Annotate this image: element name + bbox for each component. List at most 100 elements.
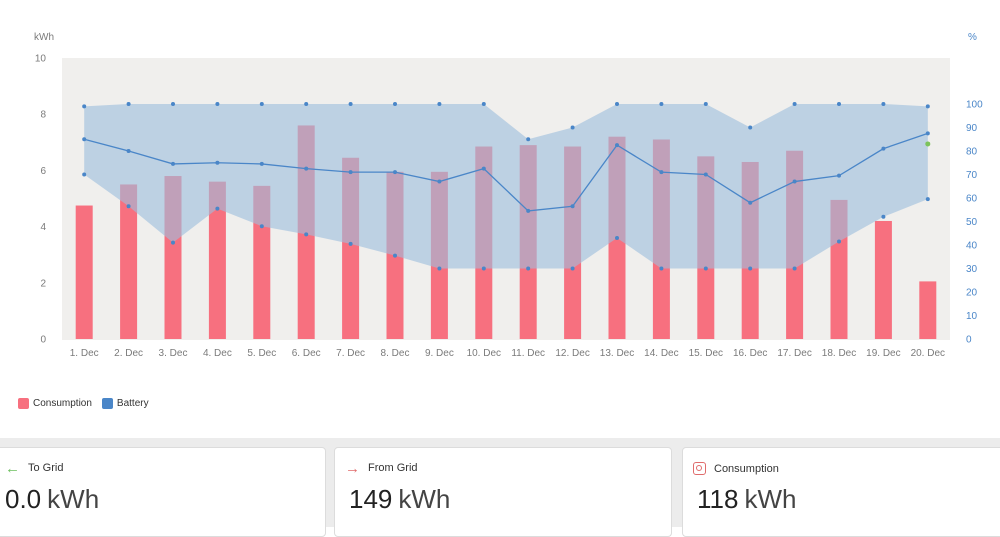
battery-max-point[interactable] bbox=[171, 102, 175, 106]
legend-item-battery[interactable]: Battery bbox=[101, 398, 149, 409]
consumption-bar[interactable] bbox=[120, 184, 138, 339]
battery-min-point[interactable] bbox=[304, 232, 309, 237]
battery-avg-point[interactable] bbox=[748, 200, 753, 205]
consumption-value: 118 bbox=[697, 484, 739, 514]
battery-min-point[interactable] bbox=[348, 241, 353, 246]
legend-label-battery: Battery bbox=[116, 398, 149, 409]
battery-min-point[interactable] bbox=[126, 204, 131, 209]
consumption-swatch bbox=[18, 398, 29, 409]
battery-max-point[interactable] bbox=[659, 102, 664, 106]
battery-max-point[interactable] bbox=[481, 102, 486, 106]
battery-avg-point[interactable] bbox=[703, 172, 708, 177]
battery-max-point[interactable] bbox=[837, 102, 841, 106]
battery-min-point[interactable] bbox=[792, 266, 797, 271]
energy-chart: kWh % 0 2 4 6 8 10 0 10 20 30 40 50 60 70 80 90 100 1. … bbox=[34, 32, 983, 359]
battery-avg-point[interactable] bbox=[82, 137, 87, 142]
battery-max-point[interactable] bbox=[82, 104, 87, 109]
battery-max-point[interactable] bbox=[259, 102, 264, 106]
battery-max-point[interactable] bbox=[615, 102, 619, 106]
battery-min-point[interactable] bbox=[925, 197, 930, 202]
arrow-left-icon: ← bbox=[5, 459, 20, 477]
legend-label-consumption: Consumption bbox=[33, 398, 92, 409]
battery-avg-point[interactable] bbox=[481, 166, 486, 171]
battery-min-point[interactable] bbox=[570, 266, 575, 271]
consumption-unit: kWh bbox=[744, 484, 797, 514]
battery-max-point[interactable] bbox=[881, 102, 886, 106]
battery-avg-point[interactable] bbox=[881, 146, 886, 151]
consumption-bar[interactable] bbox=[208, 181, 226, 339]
to-grid-card: ← To Grid 0.0 kWh bbox=[0, 447, 326, 537]
x-tick-label: 5. Dec bbox=[247, 348, 276, 359]
battery-avg-point[interactable] bbox=[437, 179, 442, 184]
y2-tick-label: 10 bbox=[966, 311, 978, 322]
battery-min-point[interactable] bbox=[437, 266, 442, 271]
y-tick-label: 2 bbox=[40, 278, 46, 289]
battery-avg-point[interactable] bbox=[171, 161, 175, 166]
battery-min-point[interactable] bbox=[748, 266, 753, 271]
battery-avg-point[interactable] bbox=[526, 208, 531, 213]
x-tick-label: 12. Dec bbox=[555, 348, 589, 359]
battery-min-point[interactable] bbox=[526, 266, 531, 271]
battery-avg-point[interactable] bbox=[393, 170, 397, 175]
battery-avg-point[interactable] bbox=[259, 161, 264, 166]
battery-min-point[interactable] bbox=[171, 240, 175, 245]
battery-min-point[interactable] bbox=[215, 206, 220, 211]
battery-avg-point[interactable] bbox=[570, 204, 575, 209]
battery-avg-point[interactable] bbox=[215, 160, 220, 165]
battery-max-point[interactable] bbox=[526, 137, 531, 142]
battery-avg-point[interactable] bbox=[615, 143, 619, 148]
y2-tick-label: 30 bbox=[966, 264, 978, 275]
x-tick-label: 18. Dec bbox=[822, 348, 856, 359]
to-grid-value: 0.0 bbox=[5, 484, 42, 514]
battery-range-area bbox=[84, 104, 928, 269]
y2-tick-label: 50 bbox=[966, 217, 978, 228]
x-tick-label: 1. Dec bbox=[70, 348, 99, 359]
battery-max-point[interactable] bbox=[304, 102, 309, 106]
battery-max-point[interactable] bbox=[393, 102, 397, 106]
consumption-label: Consumption bbox=[714, 462, 779, 475]
y2-tick-label: 90 bbox=[966, 123, 978, 134]
battery-avg-point[interactable] bbox=[126, 149, 131, 153]
battery-avg-point[interactable] bbox=[304, 166, 309, 171]
battery-max-point[interactable] bbox=[348, 102, 353, 106]
battery-min-point[interactable] bbox=[259, 224, 264, 229]
battery-max-point[interactable] bbox=[126, 102, 131, 106]
battery-max-point[interactable] bbox=[792, 102, 797, 106]
battery-avg-point[interactable] bbox=[659, 170, 664, 175]
x-tick-label: 15. Dec bbox=[689, 348, 723, 359]
y2-tick-label: 20 bbox=[966, 288, 978, 299]
y-axis-title: kWh bbox=[34, 32, 54, 43]
consumption-bar[interactable] bbox=[75, 205, 93, 339]
battery-series bbox=[82, 102, 931, 271]
battery-min-point[interactable] bbox=[881, 214, 886, 219]
current-battery-point[interactable] bbox=[925, 141, 931, 147]
consumption-bar[interactable] bbox=[874, 220, 892, 339]
consumption-bar[interactable] bbox=[919, 281, 937, 339]
battery-avg-point[interactable] bbox=[792, 179, 797, 184]
battery-max-point[interactable] bbox=[215, 102, 220, 106]
battery-min-point[interactable] bbox=[393, 253, 397, 258]
battery-max-point[interactable] bbox=[570, 125, 575, 130]
legend-item-consumption[interactable]: Consumption bbox=[18, 398, 92, 409]
battery-min-point[interactable] bbox=[82, 172, 87, 177]
battery-min-point[interactable] bbox=[615, 235, 619, 240]
y-tick-label: 6 bbox=[40, 166, 46, 177]
battery-max-point[interactable] bbox=[703, 102, 708, 106]
battery-max-point[interactable] bbox=[437, 102, 442, 106]
to-grid-unit: kWh bbox=[47, 484, 100, 514]
x-tick-label: 13. Dec bbox=[600, 348, 634, 359]
battery-avg-point[interactable] bbox=[837, 173, 841, 178]
from-grid-label: From Grid bbox=[368, 462, 418, 474]
battery-min-point[interactable] bbox=[659, 266, 664, 271]
y-tick-label: 0 bbox=[40, 335, 46, 346]
x-tick-label: 7. Dec bbox=[336, 348, 365, 359]
battery-avg-point[interactable] bbox=[925, 131, 930, 136]
battery-min-point[interactable] bbox=[481, 266, 486, 271]
battery-max-point[interactable] bbox=[925, 104, 930, 109]
battery-min-point[interactable] bbox=[703, 266, 708, 271]
battery-max-point[interactable] bbox=[748, 125, 753, 130]
battery-avg-point[interactable] bbox=[348, 170, 353, 175]
x-tick-label: 2. Dec bbox=[114, 348, 143, 359]
x-axis: 1. Dec 2. Dec 3. Dec 4. Dec 5. Dec 6. Dec 7. D… bbox=[70, 348, 945, 359]
battery-min-point[interactable] bbox=[837, 239, 841, 244]
